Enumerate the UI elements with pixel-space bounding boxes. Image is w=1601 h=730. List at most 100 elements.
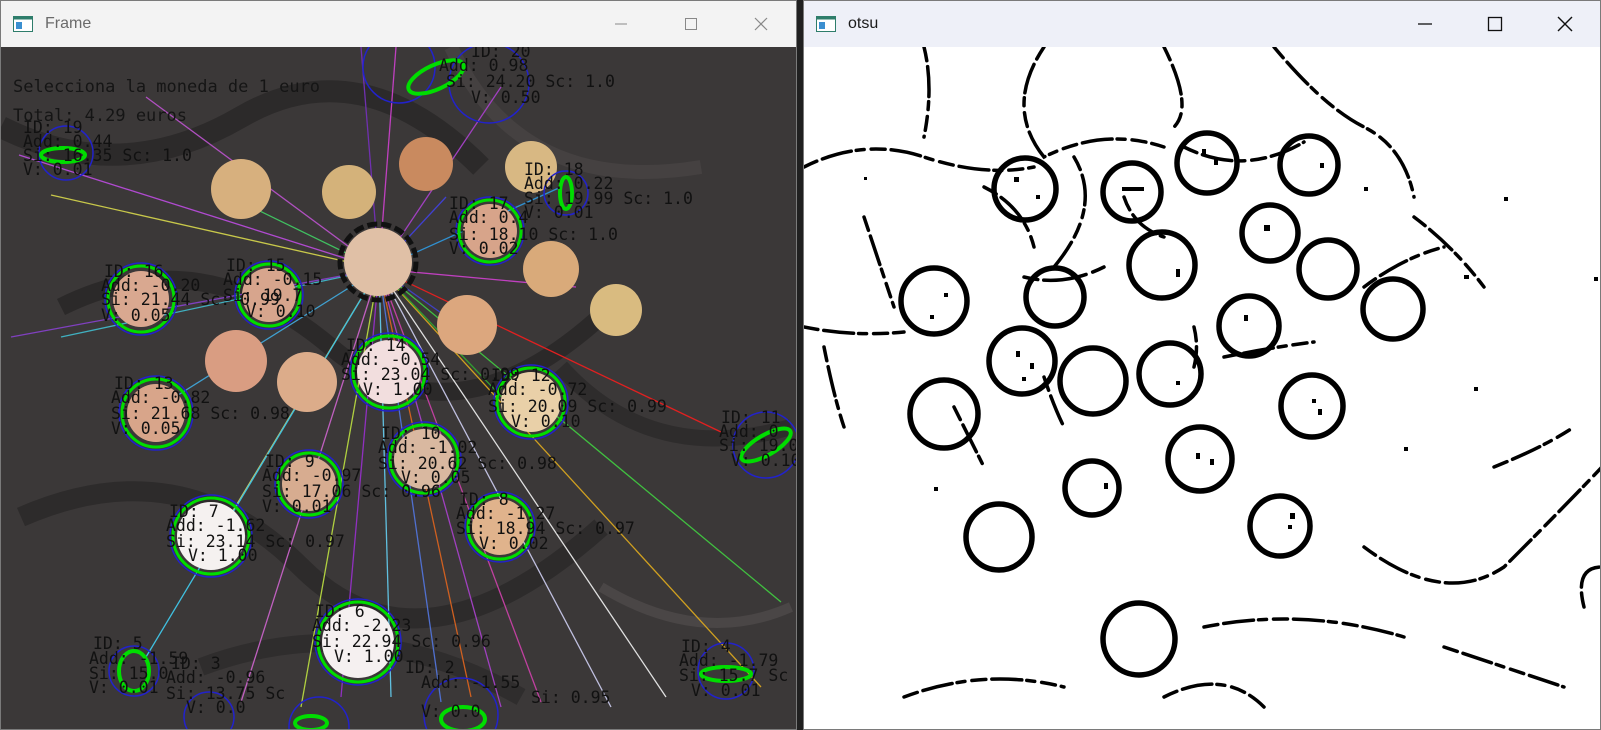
otsu-titlebar[interactable]: otsu xyxy=(804,1,1600,47)
svg-text:V: 0.05: V: 0.05 xyxy=(401,468,471,487)
frame-close-button[interactable] xyxy=(726,1,796,47)
noise-specks xyxy=(864,149,1598,529)
close-icon xyxy=(1557,16,1573,32)
svg-text:Si: 17.06 Sc: 0.96: Si: 17.06 Sc: 0.96 xyxy=(262,482,441,501)
svg-text:Add: -1.27: Add: -1.27 xyxy=(456,504,555,523)
svg-text:V: 0.0: V: 0.0 xyxy=(421,702,481,721)
frame-minimize-button[interactable] xyxy=(586,1,656,47)
frame-window[interactable]: Frame xyxy=(0,0,797,730)
instruction-text: Selecciona la moneda de 1 euro xyxy=(13,77,320,97)
coin-label-18: ID: 18 Add: 0.22 Si: 19.99 Sc: 1.0 V: 0.… xyxy=(524,160,693,222)
coin-label-9: ID: 9 Add: -0.97 Si: 17.06 Sc: 0.96 V: 0… xyxy=(262,452,441,516)
svg-text:ID: 11: ID: 11 xyxy=(721,408,781,427)
camera-frame-view[interactable]: Selecciona la moneda de 1 euro Total: 4.… xyxy=(1,47,796,729)
svg-text:Add: 0: Add: 0 xyxy=(719,422,779,441)
svg-text:Add: 0.22: Add: 0.22 xyxy=(524,174,613,193)
svg-text:ID: 15: ID: 15 xyxy=(226,256,286,275)
coin-label-14: ID: 14 Add: -0.54 Si: 23.04 Sc: 0.99 V: … xyxy=(341,336,520,399)
coin-label-15: ID: 15 Add: -0.15 Si: 19.7 V: 0.10 xyxy=(223,256,322,321)
coin-label-13: ID: 13 Add: -0.82 Si: 21.68 Sc: 0.98 V: … xyxy=(111,374,290,438)
svg-text:ID: 7: ID: 7 xyxy=(169,502,219,521)
coin-labels: ID: 19 Add: 0.44 Si: 16.35 Sc: 1.0 V: 0.… xyxy=(23,47,797,721)
maximize-icon xyxy=(1487,16,1503,32)
svg-text:V: 0.02: V: 0.02 xyxy=(449,239,519,258)
otsu-window[interactable]: otsu xyxy=(803,0,1601,730)
coin-label-4: ID: 4 Add: -1.79 Si: 15.7 Sc V: 0.01 xyxy=(679,637,788,700)
svg-text:Add: 0.44: Add: 0.44 xyxy=(23,132,112,151)
frame-maximize-button[interactable] xyxy=(656,1,726,47)
coin-label-20: ID: 20 Add: 0.98 Si: 24.20 Sc: 1.0 V: 0.… xyxy=(439,47,615,107)
svg-text:ID: 9: ID: 9 xyxy=(265,452,315,471)
svg-text:V: 1.00: V: 1.00 xyxy=(363,380,433,399)
svg-text:Add: -0.96: Add: -0.96 xyxy=(166,668,265,687)
otsu-binary-view[interactable] xyxy=(804,47,1600,729)
svg-text:V: 0.01: V: 0.01 xyxy=(691,681,761,700)
svg-text:Si: 0.95: Si: 0.95 xyxy=(531,688,610,707)
otsu-maximize-button[interactable] xyxy=(1460,1,1530,47)
svg-text:Add: -1.55: Add: -1.55 xyxy=(421,673,520,692)
svg-text:ID: 4: ID: 4 xyxy=(681,637,731,656)
svg-text:Si: 15.7 Sc: Si: 15.7 Sc xyxy=(679,666,788,685)
svg-text:V: 0.10: V: 0.10 xyxy=(731,451,797,470)
svg-text:Si: 19.0: Si: 19.0 xyxy=(719,436,797,455)
svg-text:V: 0.10: V: 0.10 xyxy=(511,412,581,431)
svg-text:V: 1.00: V: 1.00 xyxy=(334,647,404,666)
svg-text:ID: 10: ID: 10 xyxy=(381,424,441,443)
svg-text:ID: 20: ID: 20 xyxy=(471,47,531,61)
svg-text:V: 0.01: V: 0.01 xyxy=(524,203,594,222)
svg-text:Add: -2.23: Add: -2.23 xyxy=(312,616,411,635)
svg-text:Add: -1.79: Add: -1.79 xyxy=(679,651,778,670)
svg-text:ID: 17: ID: 17 xyxy=(449,194,509,213)
svg-text:ID: 16: ID: 16 xyxy=(104,262,164,281)
svg-text:V: 0.50: V: 0.50 xyxy=(471,88,541,107)
coin-outlines xyxy=(898,130,1426,678)
svg-text:Si: 20.09 Sc: 0.99: Si: 20.09 Sc: 0.99 xyxy=(488,397,667,416)
svg-text:Si: 13.75 Sc: Si: 13.75 Sc xyxy=(166,684,285,703)
svg-text:Si: 24.20 Sc: 1.0: Si: 24.20 Sc: 1.0 xyxy=(446,72,615,91)
app-window-icon xyxy=(816,16,836,32)
svg-text:ID: 2: ID: 2 xyxy=(405,658,455,677)
svg-text:V: 0.02: V: 0.02 xyxy=(479,534,549,553)
svg-text:V: 0.01: V: 0.01 xyxy=(23,160,93,179)
svg-text:Add: -1.59: Add: -1.59 xyxy=(89,649,188,668)
selected-coin-ring xyxy=(337,221,419,303)
svg-text:Si: 21.68 Sc: 0.98: Si: 21.68 Sc: 0.98 xyxy=(111,404,290,423)
svg-text:Si: 16.35 Sc: 1.0: Si: 16.35 Sc: 1.0 xyxy=(23,146,192,165)
svg-text:Add: -0.82: Add: -0.82 xyxy=(111,388,210,407)
svg-text:ID: 14: ID: 14 xyxy=(346,336,406,355)
svg-text:ID: 12: ID: 12 xyxy=(491,366,551,385)
close-icon xyxy=(754,17,768,31)
coin-label-12: ID: 12 Add: -0.72 Si: 20.09 Sc: 0.99 V: … xyxy=(488,366,667,431)
otsu-minimize-button[interactable] xyxy=(1390,1,1460,47)
svg-text:Si: 23.14 Sc: 0.97: Si: 23.14 Sc: 0.97 xyxy=(166,532,345,551)
svg-text:V: 0.05: V: 0.05 xyxy=(111,419,181,438)
coin-label-2: ID: 2 Add: -1.55 Si: 0.95 V: 0.0 xyxy=(405,658,610,721)
svg-text:Add: -0.15: Add: -0.15 xyxy=(223,270,322,289)
svg-text:Add: -0.20: Add: -0.20 xyxy=(101,276,200,295)
svg-text:ID: 6: ID: 6 xyxy=(315,602,365,621)
svg-text:Si: 19.99 Sc: 1.0: Si: 19.99 Sc: 1.0 xyxy=(524,189,693,208)
svg-text:Add: -0.72: Add: -0.72 xyxy=(488,380,587,399)
frame-image-svg: Selecciona la moneda de 1 euro Total: 4.… xyxy=(1,47,797,729)
svg-text:Add: 0.98: Add: 0.98 xyxy=(439,56,528,75)
minimize-icon xyxy=(1418,23,1432,25)
svg-text:V: 0.05: V: 0.05 xyxy=(101,306,171,325)
svg-text:ID: 5: ID: 5 xyxy=(93,634,143,653)
svg-text:Add: -0.97: Add: -0.97 xyxy=(262,466,361,485)
minimize-icon xyxy=(615,23,627,25)
coin-label-19: ID: 19 Add: 0.44 Si: 16.35 Sc: 1.0 V: 0.… xyxy=(23,118,192,179)
coin-label-17: ID: 17 Add: 0.4 Si: 18.10 Sc: 1.0 V: 0.0… xyxy=(449,194,618,258)
otsu-close-button[interactable] xyxy=(1530,1,1600,47)
svg-text:Si: 20.62 Sc: 0.98: Si: 20.62 Sc: 0.98 xyxy=(378,454,557,473)
svg-text:V: 0.01: V: 0.01 xyxy=(89,678,159,697)
otsu-window-title: otsu xyxy=(848,15,879,32)
coins xyxy=(113,137,642,678)
svg-text:Add: 0.4: Add: 0.4 xyxy=(449,208,529,227)
maximize-icon xyxy=(685,18,697,30)
coin-label-5: ID: 5 Add: -1.59 Si: 15.0 V: 0.01 xyxy=(89,634,188,697)
coin-label-16: ID: 16 Add: -0.20 Si: 21.44 Sc: 0.99 V: … xyxy=(101,262,280,325)
svg-text:V: 0.0: V: 0.0 xyxy=(186,698,246,717)
svg-text:ID: 8: ID: 8 xyxy=(459,490,509,509)
frame-titlebar[interactable]: Frame xyxy=(1,1,796,47)
svg-text:V: 0.01: V: 0.01 xyxy=(262,497,332,516)
